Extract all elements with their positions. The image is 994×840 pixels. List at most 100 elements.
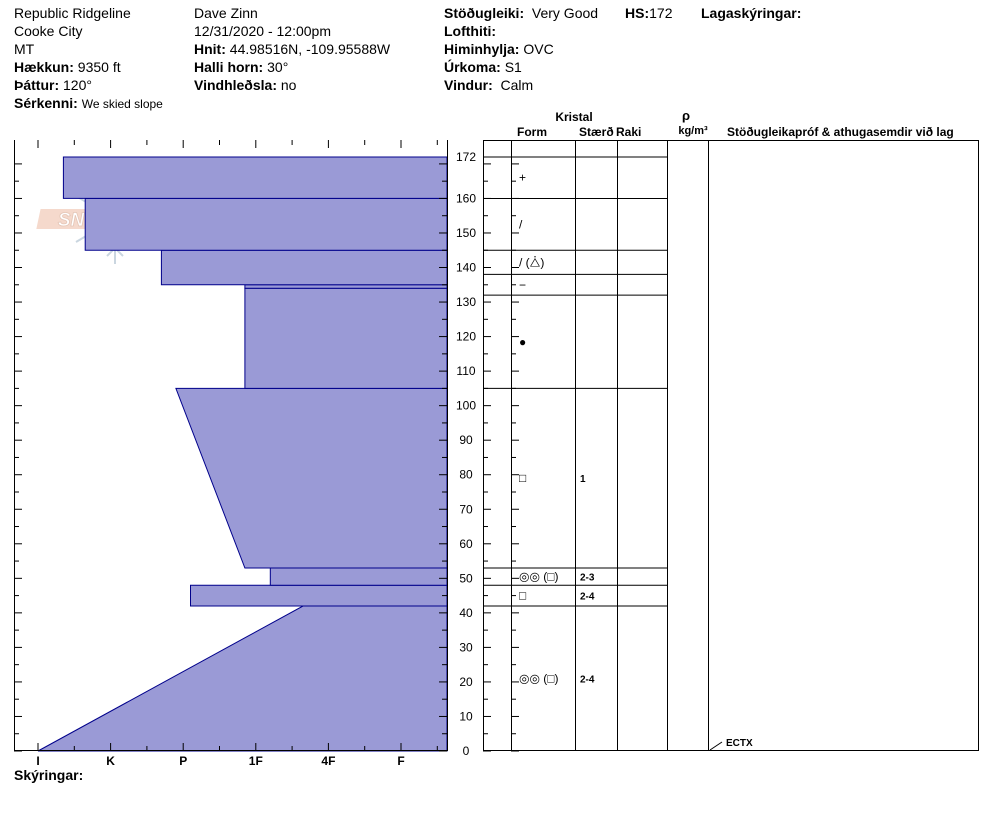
elevation-label: Hækkun: [14, 59, 74, 75]
layer-form-4: ● [519, 335, 526, 349]
area-name: Cooke City [14, 23, 83, 39]
hardness-layer-6 [160, 249, 448, 286]
coords-label: Hnit: [194, 41, 226, 57]
hardness-layer-5 [244, 284, 448, 289]
legend-row: Skýringar: [14, 766, 83, 784]
observation-datetime: 12/31/2020 - 12:00pm [194, 23, 331, 39]
slope-value: 30° [267, 59, 289, 75]
legend-label: Skýringar: [14, 767, 84, 783]
stability-label: Stöðugleiki: [444, 5, 525, 21]
elevation-row: Hækkun: 9350 ft [14, 58, 163, 76]
wind-loading-label: Vindhleðsla: [194, 77, 277, 93]
precip-label: Úrkoma: [444, 59, 501, 75]
features-value: We skied slope [81, 97, 163, 111]
elevation-value: 9350 ft [77, 59, 121, 75]
layer-form-2: / (⧊) [519, 255, 544, 269]
sky-row: Himinhylja: OVC [444, 40, 598, 58]
height-tick-label: 10 [459, 709, 473, 723]
height-tick-label: 110 [456, 364, 475, 378]
air-temp-row: Lofthiti: [444, 22, 598, 40]
layer-form-5: □ [519, 471, 526, 485]
hardness-tick-label: 1F [249, 754, 263, 768]
aspect-row: Þáttur: 120° [14, 76, 163, 94]
size-header: Stærð [579, 125, 614, 139]
stability-value: Very Good [531, 5, 599, 21]
hardness-tick-label: F [397, 754, 404, 768]
layer-form-1: / [519, 217, 523, 231]
layer-form-6: ◎◎ (□) [519, 570, 559, 584]
hs-value: 172 [649, 5, 673, 21]
hs-row: HS:172 [625, 4, 672, 22]
hardness-layer-8 [62, 156, 448, 199]
height-tick-label: 60 [459, 537, 473, 551]
precip-value: S1 [504, 59, 522, 75]
height-tick-label: 40 [459, 606, 473, 620]
height-tick-label: 20 [459, 675, 473, 689]
layer-size-6: 2-3 [580, 573, 595, 584]
height-tick-label: 100 [456, 399, 476, 413]
tests-header: Stöðugleikapróf & athugasemdir við lag [727, 125, 954, 139]
layer-form-0: + [519, 171, 526, 185]
observer-name: Dave Zinn [194, 5, 258, 21]
height-tick-label: 130 [456, 295, 476, 309]
layer-size-8: 2-4 [580, 674, 595, 685]
moisture-header: Raki [616, 125, 641, 139]
hs-label: HS: [625, 5, 650, 21]
layer-size-5: 1 [580, 474, 586, 485]
hardness-layer-7 [84, 197, 448, 251]
height-tick-label: 70 [459, 502, 473, 516]
coords-value: 44.98516N, -109.95588W [229, 41, 391, 57]
location-name: Republic Ridgeline [14, 5, 131, 21]
sky-value: OVC [523, 41, 554, 57]
wind-row: Vindur: Calm [444, 76, 598, 94]
height-tick-label: 150 [456, 226, 476, 240]
hardness-axis: I K P 1F 4F F [36, 140, 438, 768]
test-label: ECTX [726, 738, 753, 749]
height-tick-label: 80 [459, 468, 473, 482]
features-label: Sérkenni: [14, 95, 78, 111]
layer-table: Kristal Form Stærð Raki ρ kg/m³ Stöðugle… [483, 108, 979, 751]
slope-row: Halli horn: 30° [194, 58, 390, 76]
hardness-profile [37, 156, 448, 752]
layer-form-8: ◎◎ (□) [519, 671, 559, 685]
coords-row: Hnit: 44.98516N, -109.95588W [194, 40, 390, 58]
hardness-layer-0 [37, 605, 448, 752]
wind-loading-value: no [280, 77, 297, 93]
hardness-tick-label: I [36, 754, 39, 768]
stability-tests: ECTX [709, 738, 753, 751]
wind-loading-row: Vindhleðsla: no [194, 76, 390, 94]
hardness-layer-3 [175, 387, 448, 569]
test-pointer [709, 741, 723, 751]
height-tick-label: 172 [456, 150, 476, 164]
state-name: MT [14, 41, 35, 57]
hardness-tick-label: K [106, 754, 115, 768]
air-temp-label: Lofthiti: [444, 23, 497, 39]
table-columns [511, 140, 709, 751]
table-frame [483, 140, 979, 751]
hardness-layer-2 [269, 567, 448, 586]
stability-row: Stöðugleiki: Very Good [444, 4, 598, 22]
layer-notes-row: Lagaskýringar: [701, 4, 801, 22]
layer-form-3: − [519, 278, 526, 292]
crystal-header: Kristal [555, 110, 592, 124]
layer-notes-label: Lagaskýringar: [701, 5, 802, 21]
form-header: Form [517, 125, 547, 139]
height-tick-label: 120 [456, 330, 476, 344]
header-middle: Dave Zinn 12/31/2020 - 12:00pm Hnit: 44.… [194, 4, 390, 94]
wind-label: Vindur: [444, 77, 493, 93]
height-tick-label: 50 [459, 571, 473, 585]
height-tick-label: 140 [456, 261, 476, 275]
layer-form-7: □ [519, 589, 526, 603]
slope-label: Halli horn: [194, 59, 264, 75]
hardness-plot-frame [14, 140, 448, 751]
density-unit-header: kg/m³ [678, 125, 708, 137]
features-row: Sérkenni: We skied slope [14, 94, 163, 113]
wind-value: Calm [500, 77, 534, 93]
aspect-value: 120° [63, 77, 92, 93]
hardness-tick-label: 4F [321, 754, 335, 768]
sky-label: Himinhylja: [444, 41, 520, 57]
header-right: Stöðugleiki: Very Good Lofthiti: Himinhy… [444, 4, 598, 94]
height-tick-label: 90 [459, 433, 473, 447]
height-tick-label: 0 [463, 744, 470, 758]
